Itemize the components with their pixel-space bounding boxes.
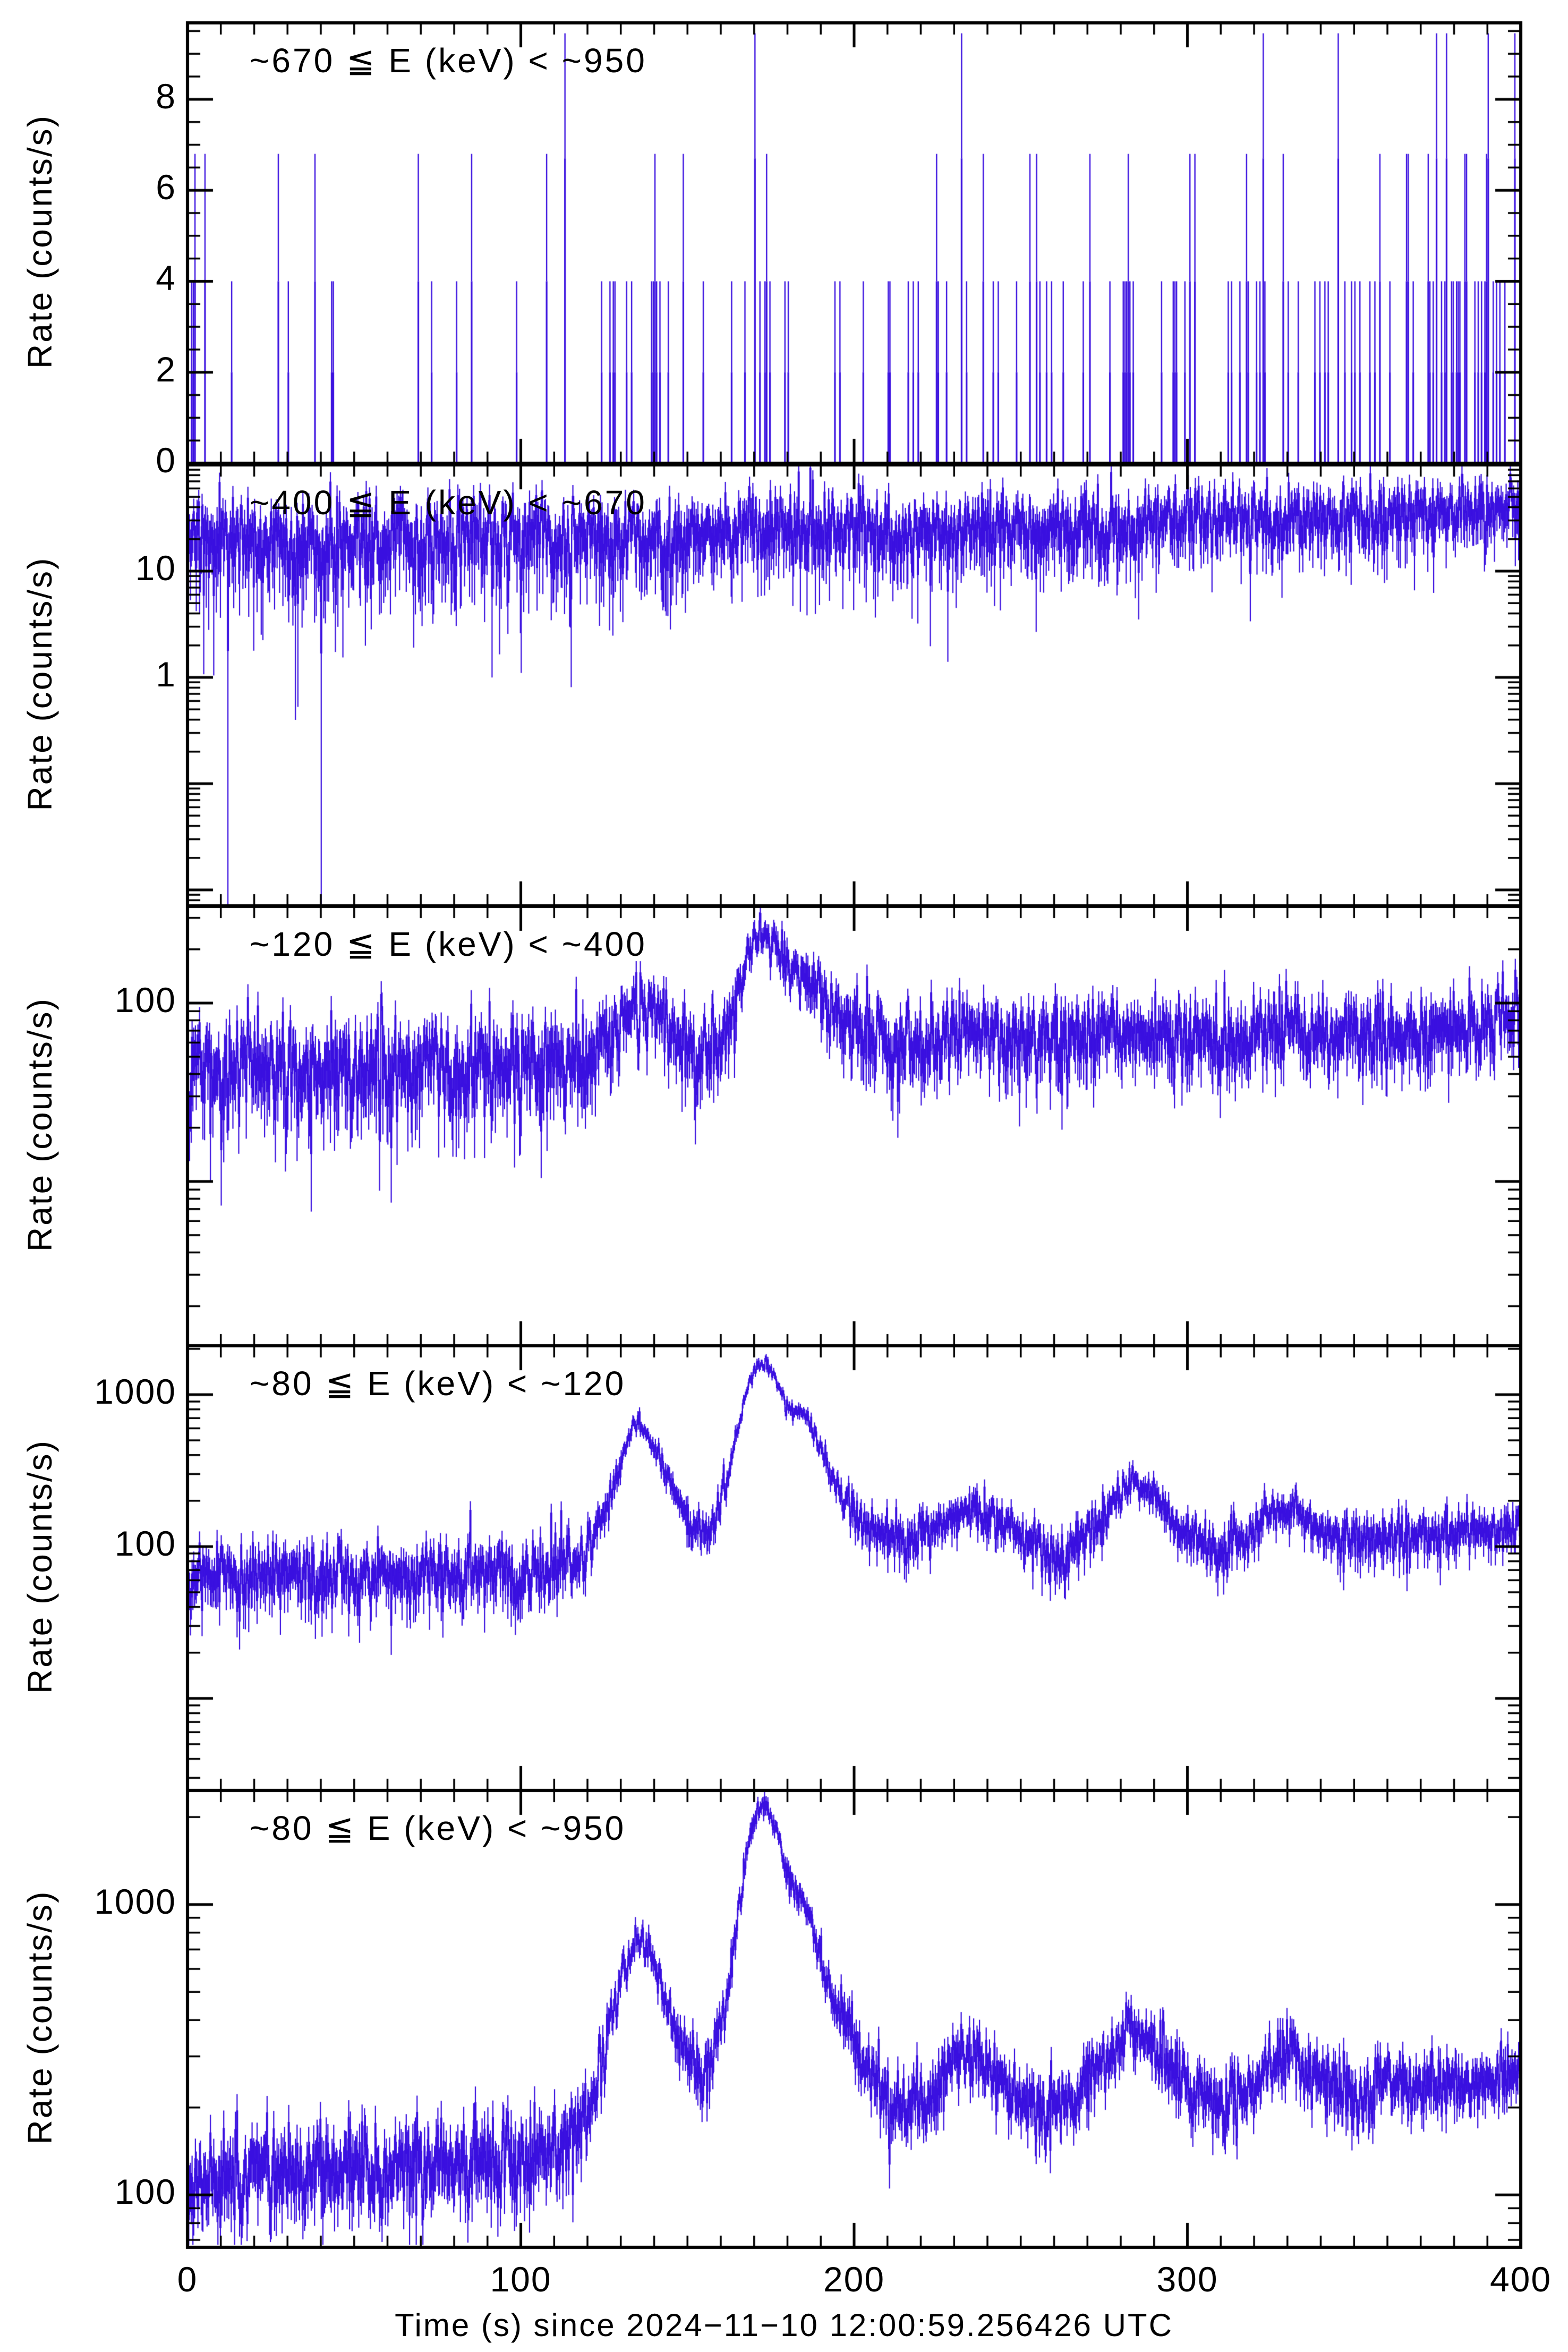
panel-4-title: ~80 ≦ E (keV) < ~120 <box>250 1364 626 1403</box>
panel-2-title: ~400 ≦ E (keV) < ~670 <box>250 483 647 522</box>
x-axis-title: Time (s) since 2024−11−10 12:00:59.25642… <box>395 2307 1173 2343</box>
panel-5-title: ~80 ≦ E (keV) < ~950 <box>250 1809 626 1847</box>
y-axis-title-panel-3: Rate (counts/s) <box>21 997 59 1252</box>
y-tick-label-panel-1: 8 <box>156 76 176 116</box>
x-tick-label: 100 <box>490 2260 552 2299</box>
y-axis-title-panel-4: Rate (counts/s) <box>21 1439 59 1694</box>
y-tick-label-panel-1: 4 <box>156 258 176 298</box>
y-tick-label-panel-4: 100 <box>114 1523 176 1563</box>
x-tick-label: 400 <box>1489 2260 1552 2299</box>
y-tick-label-panel-3: 100 <box>114 980 176 1020</box>
x-tick-label: 0 <box>177 2260 198 2299</box>
x-tick-label: 200 <box>823 2260 885 2299</box>
y-axis-title-panel-5: Rate (counts/s) <box>21 1890 59 2145</box>
y-tick-label-panel-5: 100 <box>114 2172 176 2212</box>
y-tick-label-panel-2: 1 <box>156 655 176 694</box>
panel-1-title: ~670 ≦ E (keV) < ~950 <box>250 41 647 80</box>
x-tick-label: 300 <box>1156 2260 1218 2299</box>
y-axis-title-panel-1: Rate (counts/s) <box>21 114 59 369</box>
y-tick-label-panel-4: 1000 <box>94 1371 176 1411</box>
y-tick-label-panel-2: 10 <box>135 548 176 588</box>
y-tick-label-panel-1: 0 <box>156 440 176 480</box>
y-tick-label-panel-5: 1000 <box>94 1881 176 1921</box>
y-tick-label-panel-1: 2 <box>156 349 176 389</box>
panel-3-title: ~120 ≦ E (keV) < ~400 <box>250 925 647 963</box>
y-axis-title-panel-2: Rate (counts/s) <box>21 556 59 811</box>
y-tick-label-panel-1: 6 <box>156 167 176 207</box>
